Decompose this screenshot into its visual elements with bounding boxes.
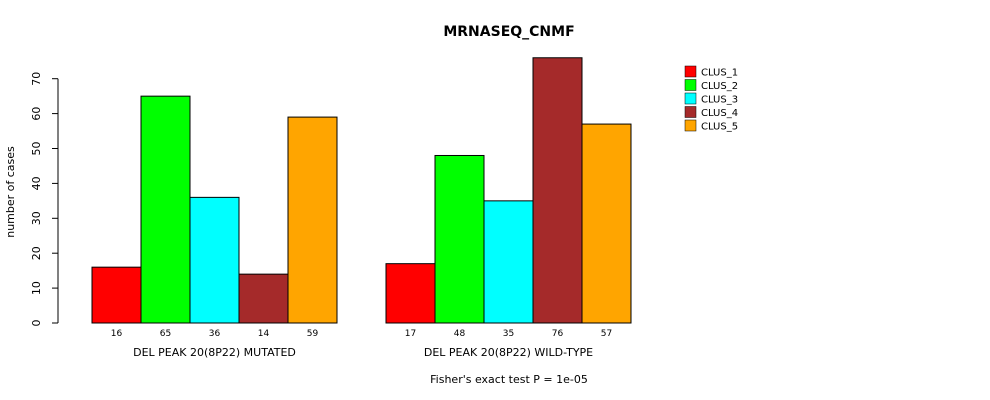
chart-title: MRNASEQ_CNMF [443,24,574,40]
bar-clus-1 [385,263,436,324]
legend-label: CLUS_2 [701,81,738,92]
y-tick-label: 30 [30,211,43,225]
bar-clus-3 [483,200,534,324]
y-tick-label: 60 [30,107,43,121]
legend: CLUS_1 CLUS_2 CLUS_3 CLUS_4 CLUS_5 [684,65,738,133]
y-tick-label: 0 [30,320,43,327]
legend-label: CLUS_3 [701,95,738,106]
bar-clus-1 [91,266,142,324]
legend-swatch [684,92,697,105]
legend-swatch [684,79,697,91]
legend-swatch [684,119,697,132]
bar-value-label: 48 [454,329,466,339]
bar-clus-3 [189,196,240,324]
y-tick-label: 50 [30,142,43,156]
bar-clus-4 [532,57,583,324]
legend-swatch [684,65,697,78]
legend-label: CLUS_5 [701,122,738,133]
bar-value-label: 16 [111,329,123,339]
bar-clus-2 [434,154,485,324]
y-tick-label: 40 [30,176,43,190]
group-label: DEL PEAK 20(8P22) WILD-TYPE [424,346,593,359]
bar-value-label: 57 [601,329,612,339]
legend-label: CLUS_4 [701,108,738,119]
bar-value-label: 14 [258,329,270,339]
bar-value-label: 17 [405,329,416,339]
footnote: Fisher's exact test P = 1e-05 [430,373,588,386]
bars-layer: 16 65 36 14 59 DEL PEAK 20(8P22) MUTATED 17 48 3… [91,57,632,359]
y-tick-label: 10 [30,281,43,295]
y-axis: 0 10 20 30 40 50 60 70 [30,72,59,327]
bar-value-label: 65 [160,329,171,339]
legend-label: CLUS_1 [701,68,738,79]
bar-clus-2 [140,95,191,324]
y-tick-label: 20 [30,246,43,260]
y-axis-label: number of cases [4,146,17,238]
bar-value-label: 59 [307,329,319,339]
legend-swatch [684,106,697,118]
bar-clus-4 [238,273,289,324]
bar-clus-5 [581,123,632,324]
bar-value-label: 35 [503,329,514,339]
group-label: DEL PEAK 20(8P22) MUTATED [133,346,296,359]
bar-value-label: 76 [552,329,564,339]
y-tick-label: 70 [30,72,43,86]
bar-clus-5 [287,116,338,324]
bar-value-label: 36 [209,329,221,339]
